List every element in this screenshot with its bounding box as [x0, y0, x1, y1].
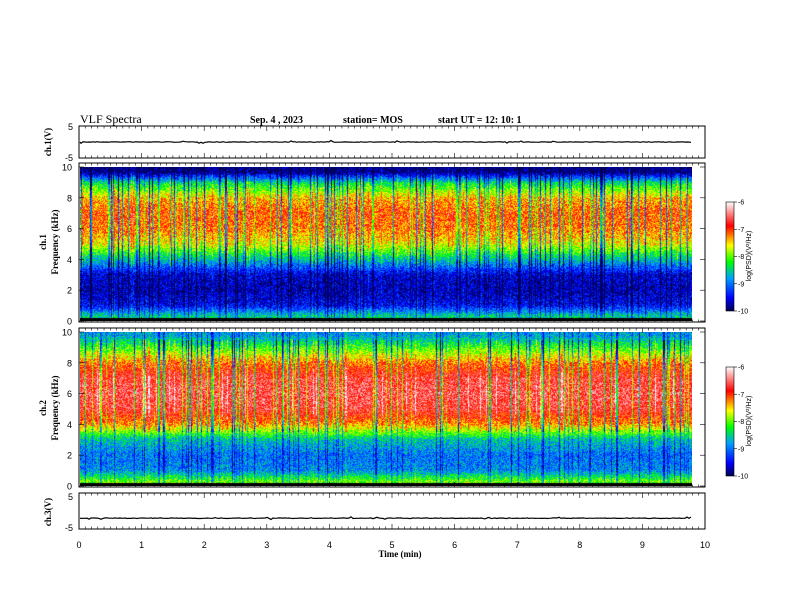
station-label: station= MOS — [343, 115, 403, 126]
ch1-ytick-top: 5 — [68, 122, 73, 132]
ch3-ytick-top: 5 — [68, 492, 73, 502]
ch2-colorbar-scale — [725, 366, 735, 477]
time-tick-label: 7 — [515, 540, 520, 550]
frequency-tick-label: 2 — [67, 451, 72, 461]
frequency-tick-label: 0 — [67, 317, 72, 327]
ch2-spectrogram-panel: 0 2 4 6 8 10 ch.2 Frequency (kHz) — [38, 327, 706, 492]
time-tick-label: 6 — [452, 540, 457, 550]
ch1-colorbar-ticks: -6 -7 -8 -9 -10 — [734, 200, 748, 316]
colorbar-tick-label: -10 — [738, 474, 748, 481]
frequency-tick-label: 6 — [67, 224, 72, 234]
colorbar-tick-label: -7 — [738, 227, 744, 234]
ch2-channel-label: ch.2 — [38, 400, 48, 416]
colorbar-tick-label: -10 — [738, 309, 748, 316]
ch3-waveform-trace — [79, 516, 692, 521]
frequency-tick-label: 4 — [67, 255, 72, 265]
ch1-channel-label: ch.1 — [38, 234, 48, 250]
time-axis-ticklabels: 0 1 2 3 4 5 6 7 8 9 10 — [76, 540, 710, 550]
colorbar-tick-label: -8 — [738, 254, 744, 261]
ch3-waveform-ylabel: ch.3(V) — [43, 498, 53, 526]
start-time-label: start UT = 12: 10: 1 — [438, 115, 522, 126]
colorbar-tick-label: -9 — [738, 446, 744, 453]
time-axis-label: Time (min) — [378, 549, 421, 559]
ch1-colorbar: -6 -7 -8 -9 -10 log(PSD)(V²/Hz) — [725, 200, 753, 316]
time-tick-label: 5 — [389, 540, 394, 550]
ch3-waveform-panel: 5 -5 ch.3(V) — [43, 492, 706, 533]
frequency-tick-label: 8 — [67, 358, 72, 368]
ch1-waveform-ylabel: ch.1(V) — [43, 128, 53, 156]
time-tick-label: 9 — [640, 540, 645, 550]
ch1-frequency-label: Frequency (kHz) — [50, 209, 60, 274]
colorbar-tick-label: -7 — [738, 392, 744, 399]
time-tick-label: 4 — [327, 540, 332, 550]
ch3-waveform-line — [79, 516, 692, 521]
ch2-frequency-label: Frequency (kHz) — [50, 375, 60, 440]
ch1-spectrogram-panel: 0 2 4 6 8 10 ch.1 Frequency (kHz) — [38, 162, 706, 327]
figure-title: VLF Spectra — [80, 112, 142, 126]
ch2-colorbar-label: log(PSD)(V²/Hz) — [746, 396, 753, 447]
ch1-waveform-ticks — [78, 126, 706, 158]
time-tick-label: 2 — [202, 540, 207, 550]
colorbar-tick-label: -6 — [738, 200, 744, 207]
ch3-ytick-bottom: -5 — [65, 523, 73, 533]
frequency-tick-label: 4 — [67, 420, 72, 430]
ch1-waveform-trace — [79, 139, 692, 145]
time-tick-label: 3 — [264, 540, 269, 550]
colorbar-tick-label: -8 — [738, 419, 744, 426]
ch1-waveform-line — [79, 139, 692, 145]
ch1-spectrogram-ticks — [78, 163, 706, 322]
frequency-tick-label: 10 — [62, 163, 72, 173]
time-tick-label: 1 — [139, 540, 144, 550]
time-tick-label: 0 — [76, 540, 81, 550]
ch2-colorbar-ticks: -6 -7 -8 -9 -10 — [734, 365, 748, 481]
frequency-tick-label: 6 — [67, 389, 72, 399]
date-label: Sep. 4 , 2023 — [250, 115, 303, 126]
ch2-spectrogram-yticklabels: 0 2 4 6 8 10 — [62, 328, 705, 492]
frequency-tick-label: 2 — [67, 286, 72, 296]
ch1-colorbar-scale — [725, 201, 735, 312]
time-tick-label: 8 — [577, 540, 582, 550]
ch2-spectrogram-ticks — [78, 328, 706, 487]
ch1-colorbar-label: log(PSD)(V²/Hz) — [746, 231, 753, 282]
colorbar-tick-label: -9 — [738, 281, 744, 288]
ch3-waveform-ticks — [78, 493, 706, 529]
ch1-waveform-panel: 5 -5 ch.1(V) — [43, 122, 706, 163]
frequency-tick-label: 8 — [67, 193, 72, 203]
ch1-spectrogram-image — [80, 167, 692, 321]
ch2-colorbar: -6 -7 -8 -9 -10 log(PSD)(V²/Hz) — [725, 365, 753, 481]
frequency-tick-label: 0 — [67, 482, 72, 492]
ch2-spectrogram-image — [80, 332, 692, 486]
frequency-tick-label: 10 — [62, 328, 72, 338]
ch1-ytick-bottom: -5 — [65, 153, 73, 163]
time-tick-label: 10 — [700, 540, 710, 550]
ch1-spectrogram-yticklabels: 0 2 4 6 8 10 — [62, 163, 705, 327]
ch3-waveform-frame — [78, 492, 706, 530]
colorbar-tick-label: -6 — [738, 365, 744, 372]
